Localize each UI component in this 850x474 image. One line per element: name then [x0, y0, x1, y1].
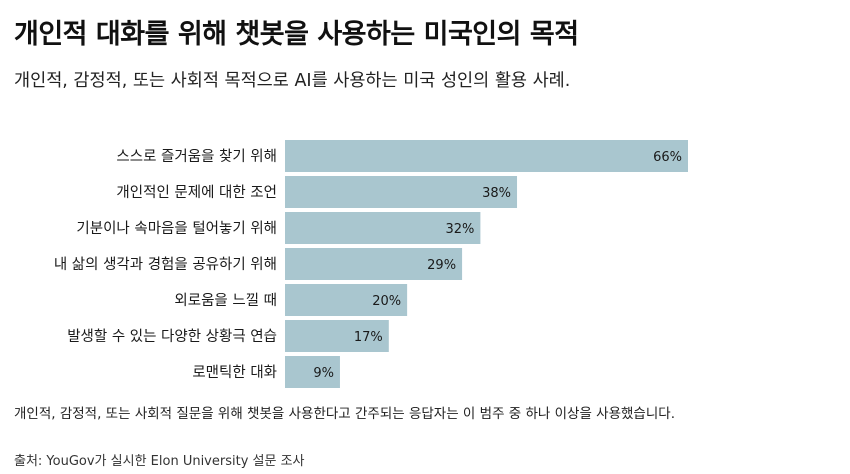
value-label: 29% [427, 258, 456, 273]
bar [285, 248, 463, 280]
chart-footnote: 개인적, 감정적, 또는 사회적 질문을 위해 챗봇을 사용한다고 간주되는 응… [14, 406, 675, 422]
value-label: 38% [482, 186, 511, 201]
chart-subtitle: 개인적, 감정적, 또는 사회적 목적으로 AI를 사용하는 미국 성인의 활용… [14, 71, 571, 91]
value-label: 66% [653, 150, 682, 165]
bar [285, 212, 481, 244]
category-label: 개인적인 문제에 대한 조언 [116, 184, 277, 201]
value-label: 17% [354, 330, 383, 345]
bar [285, 284, 408, 316]
bar-chart: 스스로 즐거움을 찾기 위해 66% 개인적인 문제에 대한 조언 38% 기분이나 속… [54, 140, 688, 388]
category-label: 로맨틱한 대화 [192, 364, 277, 381]
chart-source: 출처: YouGov가 실시한 Elon University 설문 조사 [14, 454, 305, 469]
bar [285, 356, 340, 388]
value-label: 20% [372, 294, 401, 309]
chart-title: 개인적 대화를 위해 챗봇을 사용하는 미국인의 목적 [14, 19, 579, 50]
bar [285, 176, 518, 208]
category-label: 스스로 즐거움을 찾기 위해 [116, 148, 277, 165]
bar [285, 320, 389, 352]
value-label: 32% [445, 222, 474, 237]
value-label: 9% [313, 366, 334, 381]
category-label: 기분이나 속마음을 털어놓기 위해 [76, 220, 277, 237]
category-label: 내 삶의 생각과 경험을 공유하기 위해 [54, 256, 277, 273]
category-label: 발생할 수 있는 다양한 상황극 연습 [67, 328, 277, 345]
category-label: 외로움을 느낄 때 [174, 292, 277, 309]
bar [285, 140, 688, 172]
